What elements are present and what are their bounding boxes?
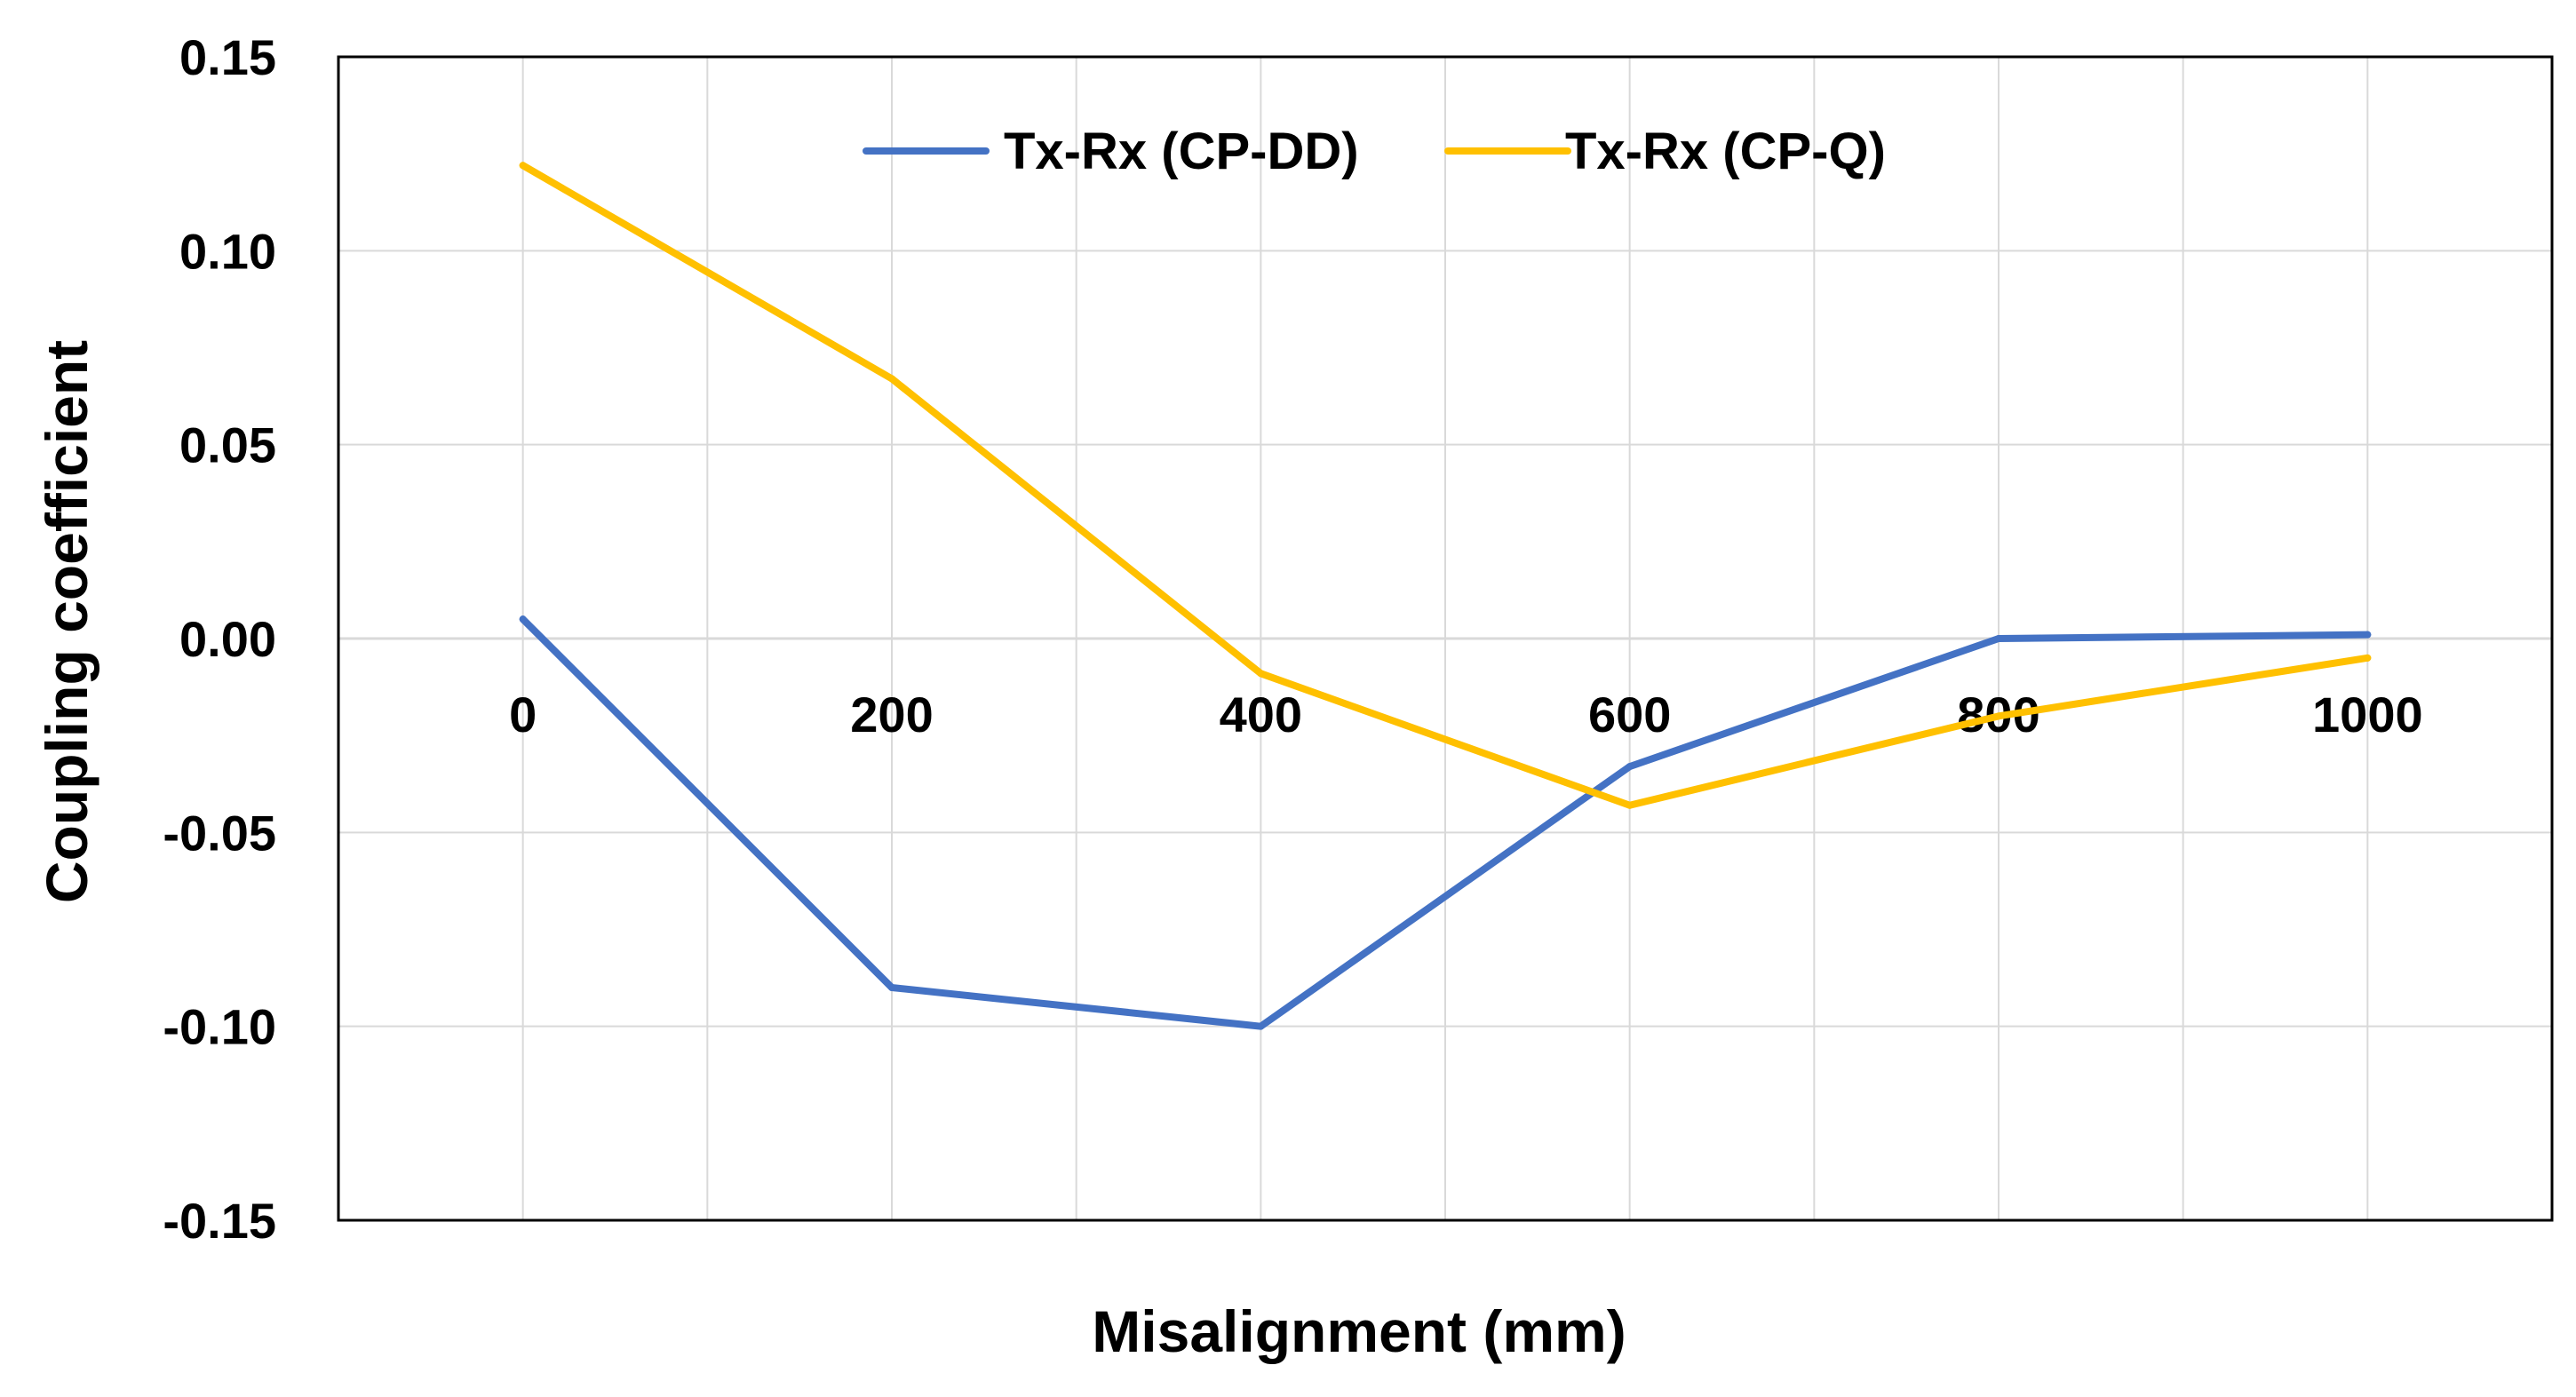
x-tick-label: 0 [509, 687, 537, 742]
y-axis-tick-labels: 0.15 0.10 0.05 0.00 -0.05 -0.10 -0.15 [163, 29, 276, 1249]
y-tick-label: 0.05 [179, 417, 276, 473]
data-point [1626, 763, 1634, 771]
data-point [1626, 801, 1634, 809]
data-point [519, 162, 527, 170]
data-point [1257, 670, 1265, 678]
x-axis-tick-labels: 0 200 400 600 800 1000 [509, 687, 2423, 742]
series-line-cp-dd [519, 615, 2372, 1030]
data-point [2364, 631, 2372, 639]
series-line-cp-q [519, 162, 2372, 809]
data-point [519, 615, 527, 623]
plot-area [337, 55, 2554, 1222]
y-tick-label: -0.15 [163, 1193, 276, 1249]
x-tick-label: 600 [1588, 687, 1671, 742]
data-point [2364, 654, 2372, 662]
y-tick-label: 0.10 [179, 223, 276, 279]
x-tick-label: 200 [850, 687, 933, 742]
data-point [1995, 635, 2002, 642]
y-tick-label: 0.15 [179, 29, 276, 85]
x-tick-label: 1000 [2312, 687, 2423, 742]
y-tick-label: 0.00 [179, 611, 276, 667]
data-point [888, 375, 895, 383]
legend-label: Tx-Rx (CP-DD) [1004, 123, 1359, 180]
legend: Tx-Rx (CP-DD) Tx-Rx (CP-Q) [863, 123, 1886, 180]
legend-label: Tx-Rx (CP-Q) [1565, 123, 1886, 180]
data-point [1995, 712, 2002, 720]
series [519, 162, 2372, 1030]
y-axis-title: Coupling coefficient [34, 340, 99, 903]
y-tick-label: -0.05 [163, 805, 276, 861]
x-tick-label: 400 [1220, 687, 1302, 742]
data-point [888, 984, 895, 991]
y-tick-label: -0.10 [163, 999, 276, 1055]
x-axis-title: Misalignment (mm) [1092, 1298, 1626, 1364]
data-point [1257, 1022, 1265, 1030]
